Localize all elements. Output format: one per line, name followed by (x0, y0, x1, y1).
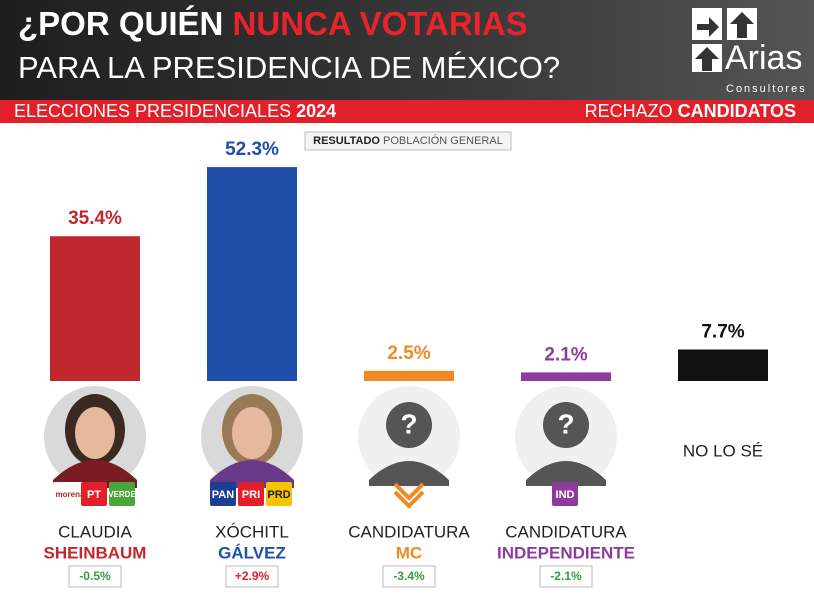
party-logo-text: VERDE (108, 490, 136, 499)
party-logo (109, 482, 135, 506)
change-box (382, 565, 436, 588)
change-label: -2.1% (550, 569, 582, 583)
party-logo (238, 482, 264, 506)
value-label: 2.1% (544, 344, 587, 365)
title-highlight: NUNCA VOTARIAS (233, 5, 528, 42)
candidate-first-name: CLAUDIA (58, 522, 132, 541)
party-logo (210, 482, 236, 506)
avatar-face (232, 407, 272, 459)
subtitle: RESULTADO POBLACIÓN GENERAL (313, 134, 503, 147)
bar (364, 370, 454, 381)
party-logo-text: PAN (212, 489, 234, 501)
candidate-last-name: GÁLVEZ (218, 543, 286, 562)
change-box (539, 565, 593, 588)
candidate-last-name: MC (396, 543, 422, 562)
change-label: -0.5% (79, 569, 111, 583)
party-logo-text: PRI (242, 489, 260, 501)
banner (0, 100, 814, 123)
change-box (68, 565, 122, 588)
avatar-head (386, 402, 432, 448)
avatar-question: ? (400, 408, 417, 439)
candidate-first-name: NO LO SÉ (683, 441, 763, 460)
party-logo (53, 482, 87, 506)
candidate-last-name: SHEINBAUM (44, 543, 147, 562)
logo-sub: Consultores (726, 83, 807, 95)
value-label: 35.4% (68, 208, 122, 229)
bar (678, 349, 768, 381)
value-label: 52.3% (225, 139, 279, 160)
party-logo-text: morena (56, 490, 85, 499)
bar (207, 167, 297, 381)
title-part: ¿POR QUIÉN (18, 5, 223, 42)
banner-year: 2024 (296, 101, 336, 121)
party-logo-text: PRD (267, 489, 290, 501)
candidate-first-name: CANDIDATURA (348, 522, 470, 541)
title-line2: PARA LA PRESIDENCIA DE MÉXICO? (18, 50, 560, 85)
avatar-body (210, 460, 294, 488)
avatar-body (369, 461, 449, 486)
candidate-last-name: INDEPENDIENTE (497, 543, 635, 562)
bar (521, 372, 611, 381)
candidate-first-name: XÓCHITL (215, 522, 289, 541)
logo-name: Arias (725, 39, 802, 77)
banner-left: ELECCIONES PRESIDENCIALES 2024 (14, 101, 336, 121)
party-logo (81, 482, 107, 506)
value-label: 7.7% (701, 322, 744, 343)
candidate-first-name: CANDIDATURA (505, 522, 627, 541)
avatar-question: ? (557, 408, 574, 439)
party-logo-text: PT (87, 489, 101, 501)
subtitle-text: POBLACIÓN GENERAL (383, 134, 503, 147)
banner-right: RECHAZO CANDIDATOS (585, 101, 796, 121)
banner-text: RECHAZO (585, 101, 673, 121)
subtitle-box (304, 131, 512, 151)
banner-bold: CANDIDATOS (678, 101, 796, 121)
party-logo (552, 482, 578, 506)
change-label: +2.9% (235, 569, 270, 583)
bar (50, 236, 140, 381)
change-label: -3.4% (393, 569, 425, 583)
avatar-head (543, 402, 589, 448)
header-bg (0, 0, 814, 100)
logo-icon (692, 8, 757, 72)
avatar-body (526, 461, 606, 486)
party-logo (266, 482, 292, 506)
party-logo (393, 482, 425, 509)
party-logo-text: IND (556, 489, 575, 501)
banner-text: ELECCIONES PRESIDENCIALES (14, 101, 291, 121)
subtitle-bold: RESULTADO (313, 135, 380, 147)
title-line1: ¿POR QUIÉN NUNCA VOTARIAS (18, 5, 528, 42)
avatar-body (53, 460, 137, 488)
change-box (225, 565, 279, 588)
value-label: 2.5% (387, 343, 430, 364)
avatar-face (75, 407, 115, 459)
